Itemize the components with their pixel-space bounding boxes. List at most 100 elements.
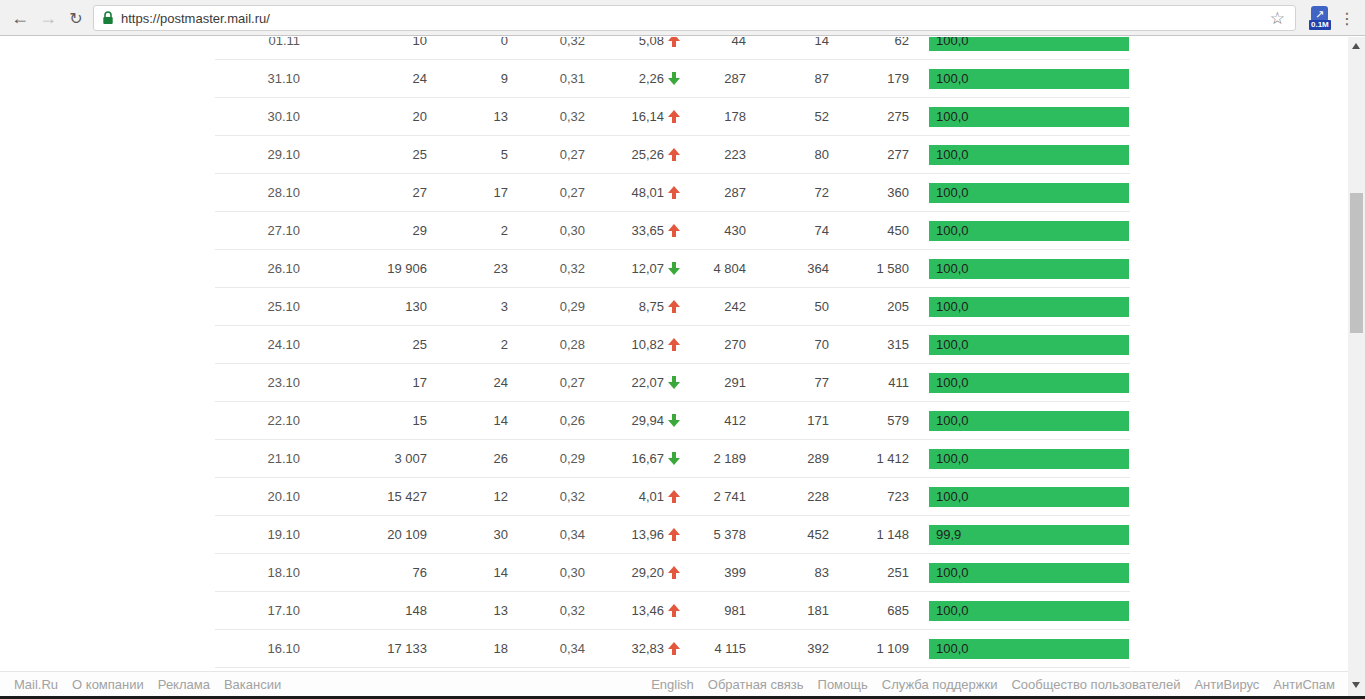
table-row: 29.102550,2725,2622380277100,0 [215,136,1130,174]
cell-value-5: 399 [680,565,746,580]
footer-link[interactable]: Реклама [158,677,210,692]
cell-trend: 22,07 [585,375,680,390]
footer-link[interactable]: АнтиСпам [1273,677,1335,692]
cell-trend: 8,75 [585,299,680,314]
footer-link[interactable]: Помощь [818,677,868,692]
trend-up-icon [668,224,680,237]
cell-value-7: 277 [829,147,909,162]
chrome-menu-icon[interactable]: ⋮ [1335,6,1359,30]
cell-value-3: 0,32 [508,489,585,504]
cell-value-3: 0,34 [508,527,585,542]
delivery-bar: 100,0 [929,639,1129,659]
delivery-bar: 100,0 [929,487,1129,507]
table-row: 20.1015 427120,324,012 741228723100,0 [215,478,1130,516]
cell-value-2: 2 [427,337,508,352]
trend-value: 48,01 [631,185,664,200]
cell-value-5: 430 [680,223,746,238]
scrollbar[interactable] [1348,37,1365,696]
back-icon[interactable]: ← [8,6,32,30]
cell-value-3: 0,30 [508,565,585,580]
footer-link[interactable]: Сообщество пользователей [1011,677,1180,692]
scrollbar-down-icon[interactable] [1352,682,1360,688]
trend-up-icon [668,490,680,503]
cell-delivery: 100,0 [929,145,1129,165]
cell-value-6: 392 [746,641,829,656]
cell-value-7: 205 [829,299,909,314]
trend-up-icon [668,37,680,47]
cell-value-3: 0,29 [508,299,585,314]
delivery-bar: 100,0 [929,259,1129,279]
cell-trend: 29,20 [585,565,680,580]
trend-value: 8,75 [639,299,664,314]
cell-value-7: 450 [829,223,909,238]
footer-link[interactable]: О компании [72,677,144,692]
cell-date: 22.10 [215,413,300,428]
footer-link[interactable]: Служба поддержки [882,677,998,692]
cell-date: 29.10 [215,147,300,162]
cell-value-3: 0,30 [508,223,585,238]
extension-badge: 0.1M [1309,20,1331,30]
trend-up-icon [668,566,680,579]
cell-value-5: 2 741 [680,489,746,504]
trend-up-icon [668,186,680,199]
browser-toolbar: ← → ↻ https://postmaster.mail.ru/ ☆ ↗ 0.… [0,0,1365,36]
footer-link[interactable]: English [651,677,694,692]
cell-date: 26.10 [215,261,300,276]
cell-value-3: 0,29 [508,451,585,466]
cell-value-6: 83 [746,565,829,580]
cell-value-1: 17 133 [300,641,427,656]
cell-value-7: 1 580 [829,261,909,276]
trend-down-icon [668,452,680,465]
cell-trend: 32,83 [585,641,680,656]
bookmark-star-icon[interactable]: ☆ [1268,8,1287,29]
scrollbar-up-icon[interactable] [1352,43,1360,49]
footer-link[interactable]: АнтиВирус [1194,677,1259,692]
cell-value-2: 0 [427,37,508,48]
delivery-bar: 100,0 [929,411,1129,431]
cell-value-7: 579 [829,413,909,428]
cell-value-6: 70 [746,337,829,352]
address-bar[interactable]: https://postmaster.mail.ru/ ☆ [93,5,1296,31]
delivery-bar: 100,0 [929,373,1129,393]
cell-value-1: 3 007 [300,451,427,466]
cell-delivery: 100,0 [929,639,1129,659]
scrollbar-thumb[interactable] [1350,193,1363,333]
trend-up-icon [668,300,680,313]
cell-value-7: 275 [829,109,909,124]
footer-link[interactable]: Mail.Ru [14,677,58,692]
cell-trend: 13,96 [585,527,680,542]
delivery-bar: 100,0 [929,107,1129,127]
cell-value-6: 52 [746,109,829,124]
cell-delivery: 100,0 [929,221,1129,241]
extension-button[interactable]: ↗ 0.1M [1309,6,1331,32]
trend-value: 13,46 [631,603,664,618]
table-row: 16.1017 133180,3432,834 1153921 109100,0 [215,630,1130,668]
footer-link[interactable]: Вакансии [224,677,281,692]
cell-date: 28.10 [215,185,300,200]
cell-trend: 16,14 [585,109,680,124]
cell-value-3: 0,27 [508,375,585,390]
footer-link[interactable]: Обратная связь [708,677,804,692]
cell-delivery: 100,0 [929,37,1129,51]
cell-trend: 48,01 [585,185,680,200]
cell-value-2: 14 [427,565,508,580]
cell-value-2: 26 [427,451,508,466]
cell-value-7: 723 [829,489,909,504]
cell-value-6: 74 [746,223,829,238]
cell-value-5: 412 [680,413,746,428]
cell-value-3: 0,32 [508,109,585,124]
url-text[interactable]: https://postmaster.mail.ru/ [121,11,1268,26]
cell-value-7: 62 [829,37,909,48]
cell-value-6: 364 [746,261,829,276]
cell-value-3: 0,27 [508,147,585,162]
cell-date: 19.10 [215,527,300,542]
reload-icon[interactable]: ↻ [64,6,88,30]
cell-value-1: 27 [300,185,427,200]
trend-down-icon [668,262,680,275]
delivery-bar: 100,0 [929,563,1129,583]
cell-value-1: 25 [300,337,427,352]
trend-down-icon [668,376,680,389]
cell-value-2: 12 [427,489,508,504]
cell-value-2: 24 [427,375,508,390]
cell-value-6: 77 [746,375,829,390]
